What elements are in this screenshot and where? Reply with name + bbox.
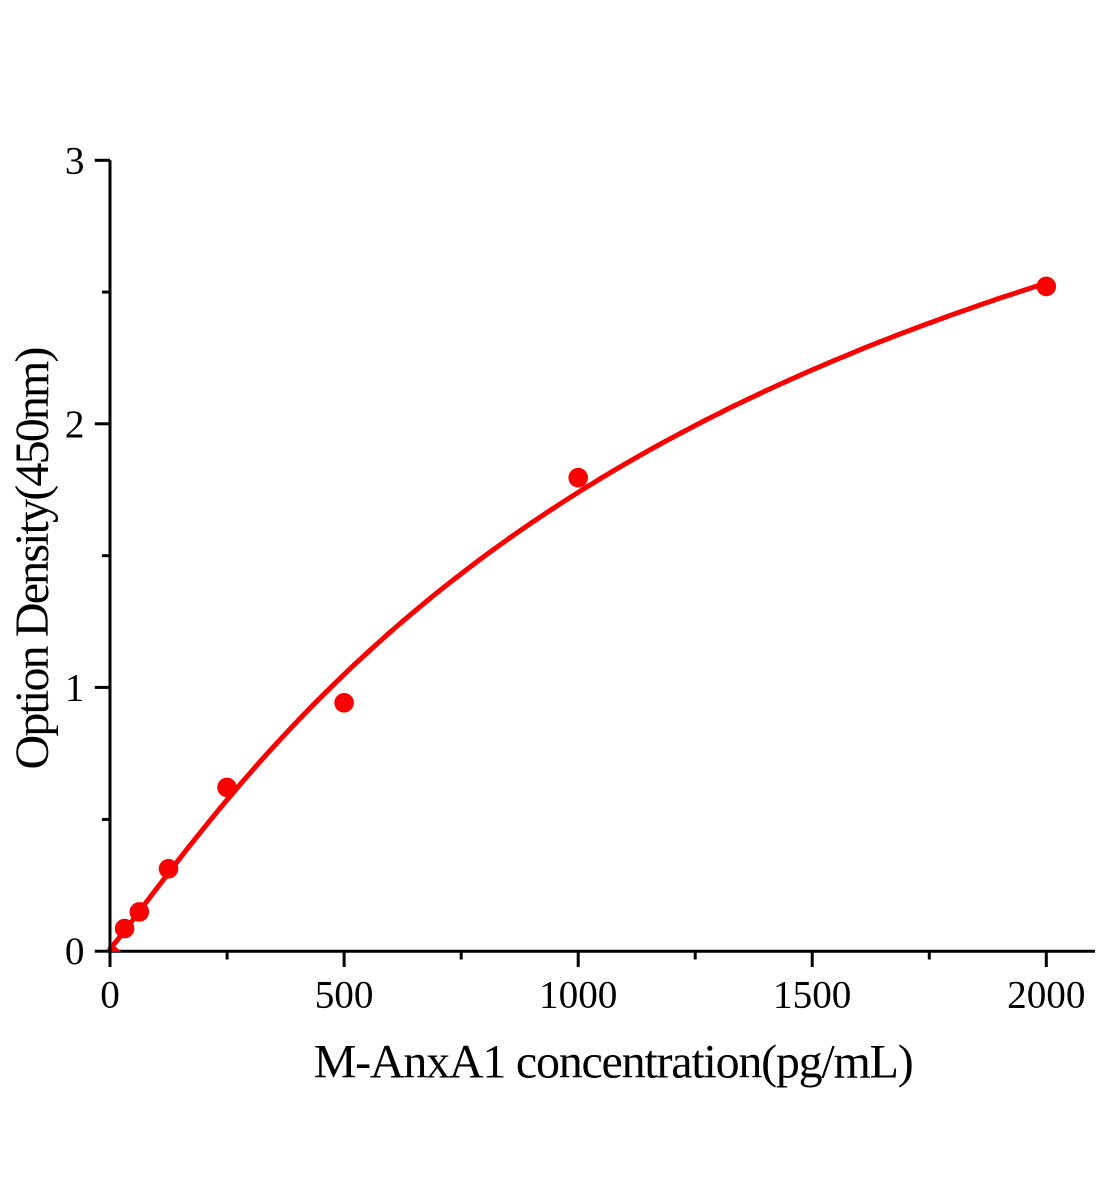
- svg-text:1: 1: [65, 666, 85, 709]
- svg-text:1500: 1500: [773, 974, 851, 1017]
- svg-text:0: 0: [100, 974, 120, 1017]
- svg-text:1000: 1000: [539, 974, 617, 1017]
- svg-text:2: 2: [65, 403, 85, 446]
- svg-text:2000: 2000: [1007, 974, 1085, 1017]
- svg-text:500: 500: [315, 974, 374, 1017]
- svg-text:M-AnxA1 concentration(pg/mL): M-AnxA1 concentration(pg/mL): [314, 1036, 914, 1089]
- svg-text:Option Density(450nm): Option Density(450nm): [6, 347, 59, 770]
- svg-text:0: 0: [65, 930, 85, 973]
- svg-text:3: 3: [65, 139, 85, 182]
